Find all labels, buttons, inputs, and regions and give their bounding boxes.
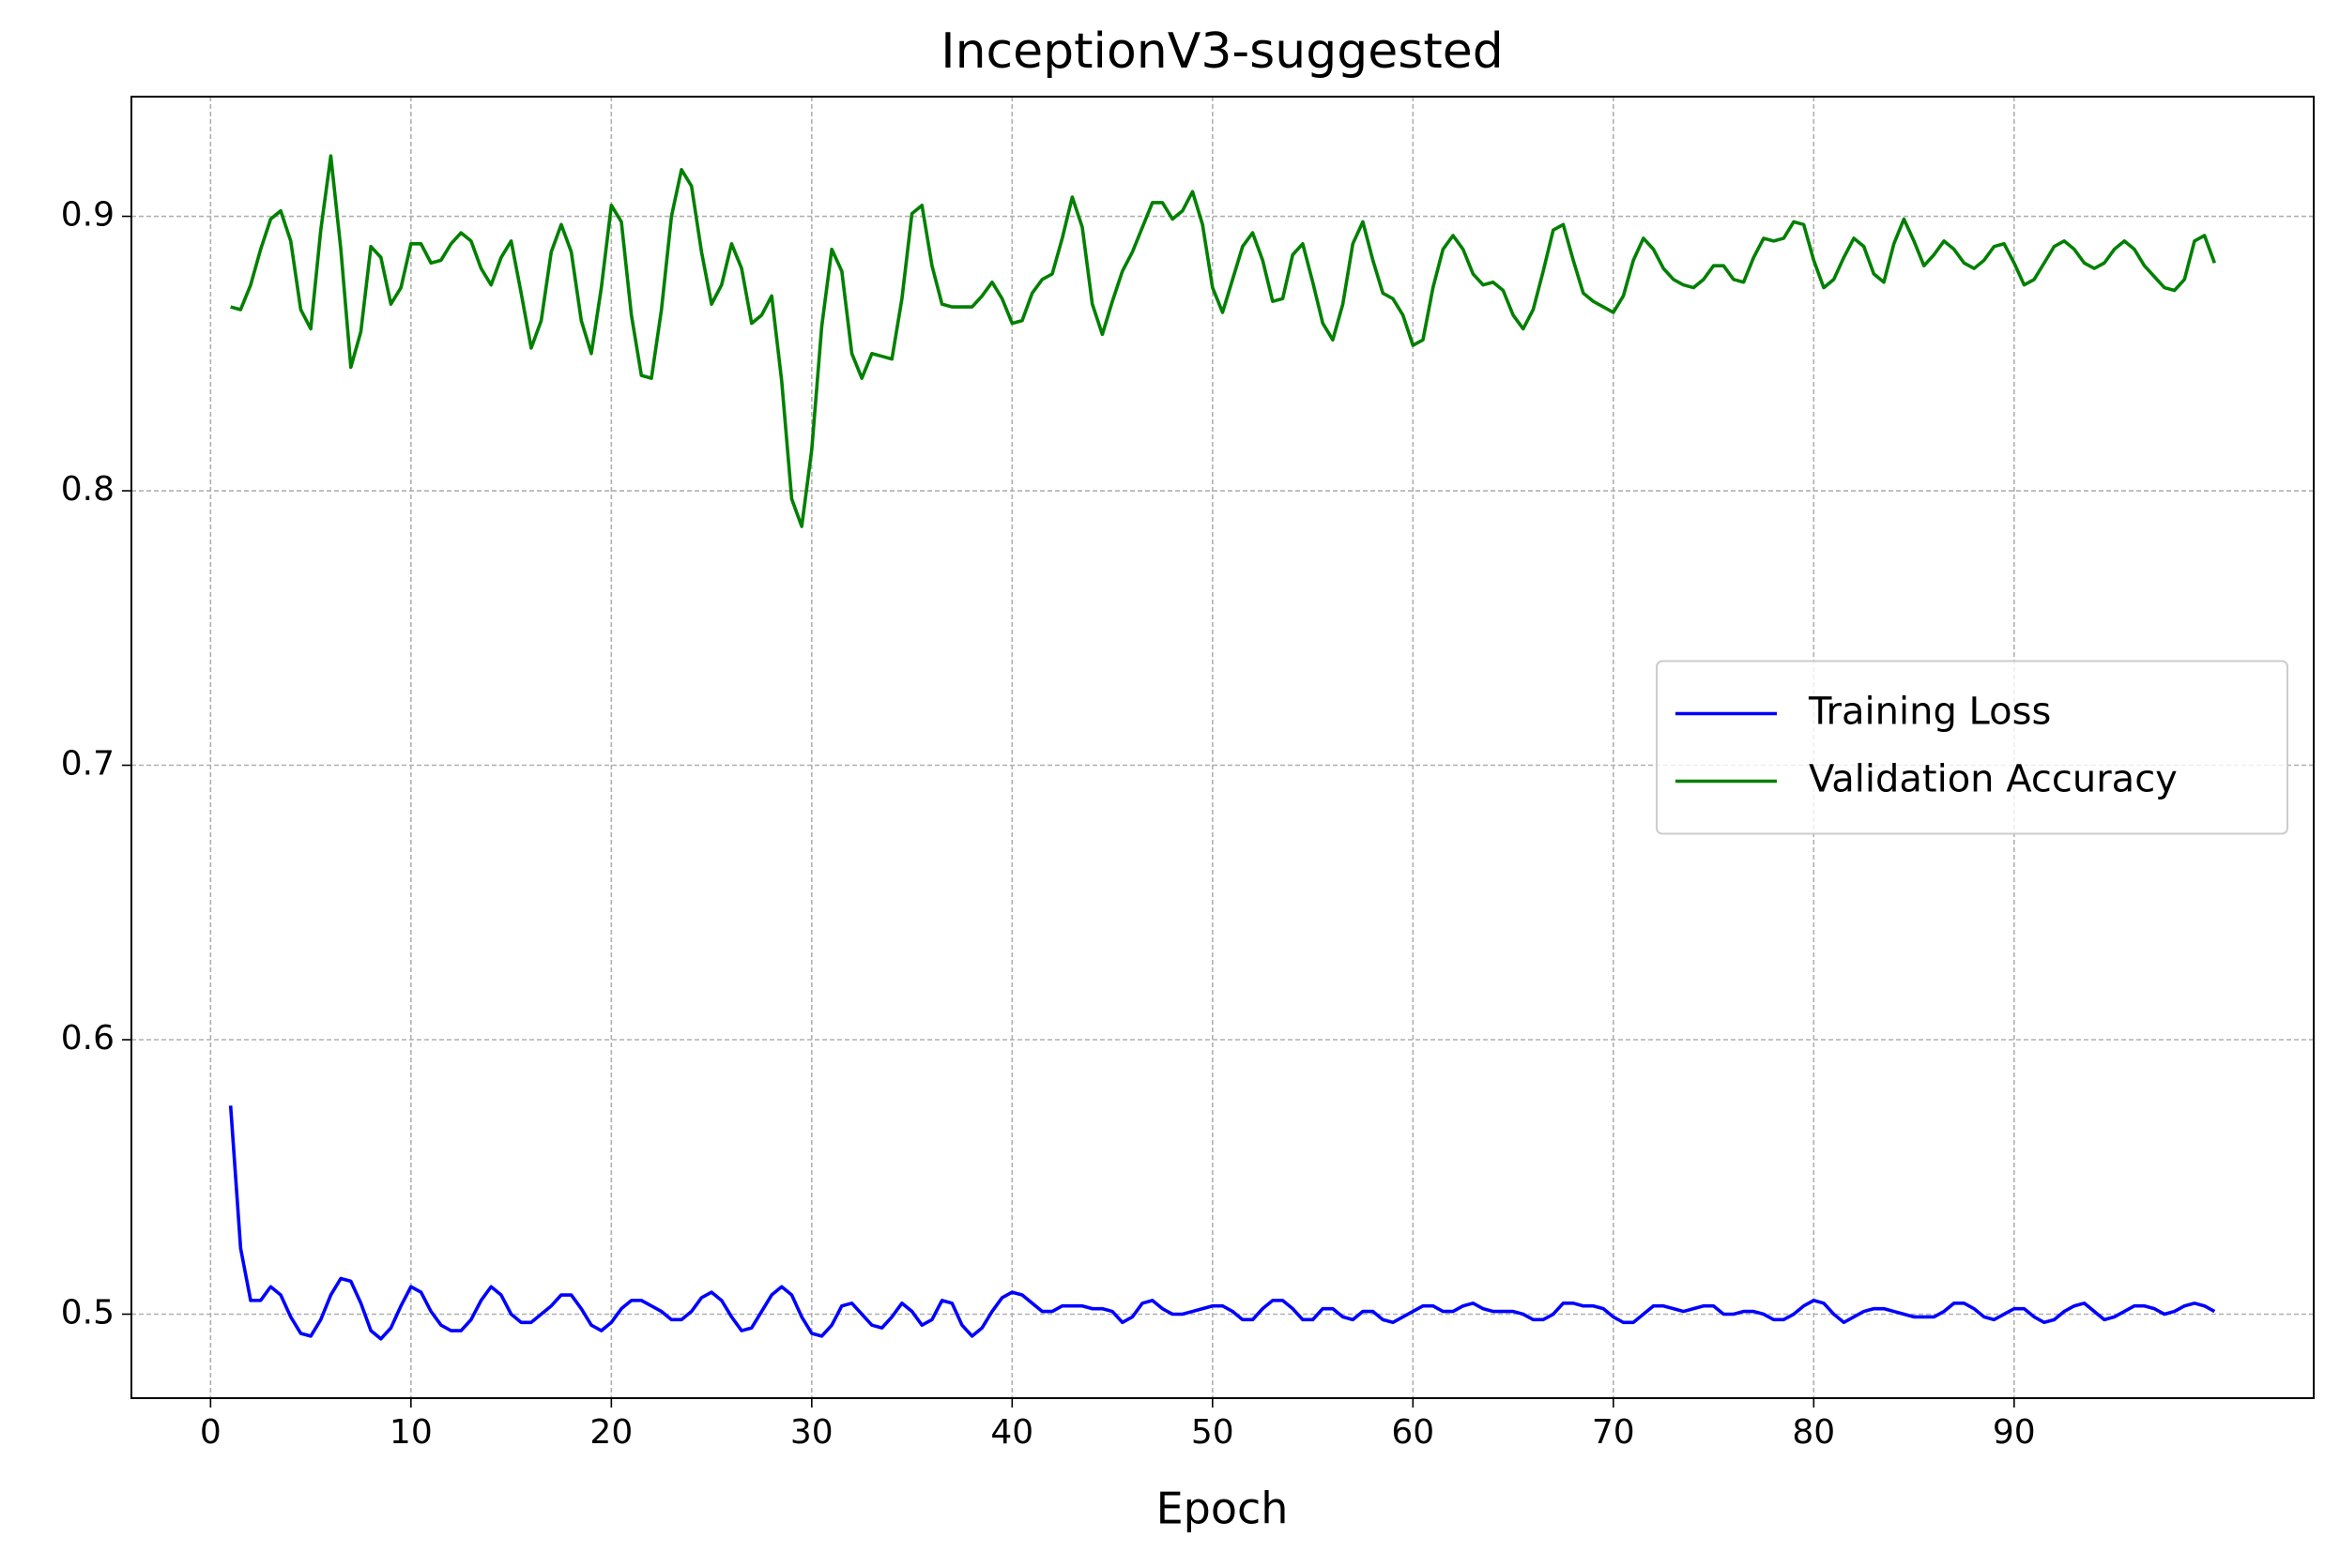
x-tick-label: 60 (1391, 1413, 1434, 1452)
x-tick-label: 20 (589, 1413, 633, 1452)
data-line (230, 154, 2217, 528)
x-tick-label: 0 (200, 1413, 222, 1452)
chart-title: InceptionV3-suggested (941, 23, 1503, 80)
legend-box (1656, 660, 2288, 835)
x-tick-label: 30 (790, 1413, 834, 1452)
x-tick-label: 50 (1191, 1413, 1234, 1452)
plot-frame (130, 96, 2315, 1399)
legend: Training Loss Validation Accuracy (1656, 660, 2288, 835)
y-tick-label: 0.5 (61, 1293, 115, 1332)
x-tick-label: 70 (1592, 1413, 1635, 1452)
legend-label: Training Loss (1808, 691, 2051, 734)
x-tick-label: 90 (1993, 1413, 2036, 1452)
x-tick-label: 40 (990, 1413, 1033, 1452)
x-axis-label: Epoch (1156, 1484, 1289, 1534)
x-tick-label: 10 (390, 1413, 433, 1452)
legend-label: Validation Accuracy (1809, 758, 2178, 801)
y-tick-label: 0.6 (61, 1019, 115, 1058)
y-tick-label: 0.7 (61, 745, 115, 784)
y-tick-label: 0.9 (61, 196, 115, 235)
y-tick-label: 0.8 (61, 470, 115, 509)
data-line (228, 1105, 2216, 1341)
x-tick-label: 80 (1792, 1413, 1835, 1452)
